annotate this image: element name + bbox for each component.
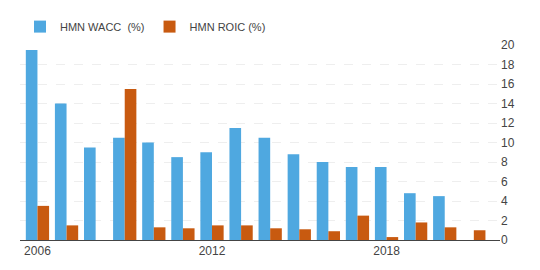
svg-text:HMN ROIC (%): HMN ROIC (%) (190, 21, 266, 33)
svg-text:2018: 2018 (373, 244, 400, 258)
svg-text:2006: 2006 (24, 244, 51, 258)
svg-text:18: 18 (501, 58, 515, 72)
svg-text:2012: 2012 (199, 244, 226, 258)
svg-text:0: 0 (501, 233, 508, 247)
svg-text:10: 10 (501, 136, 515, 150)
svg-text:16: 16 (501, 77, 515, 91)
svg-text:HMN WACC (%): HMN WACC (%) (60, 21, 145, 33)
svg-text:14: 14 (501, 97, 515, 111)
svg-text:2: 2 (501, 214, 508, 228)
svg-text:8: 8 (501, 155, 508, 169)
svg-text:12: 12 (501, 116, 515, 130)
svg-text:6: 6 (501, 175, 508, 189)
svg-text:4: 4 (501, 194, 508, 208)
svg-text:20: 20 (501, 38, 515, 52)
